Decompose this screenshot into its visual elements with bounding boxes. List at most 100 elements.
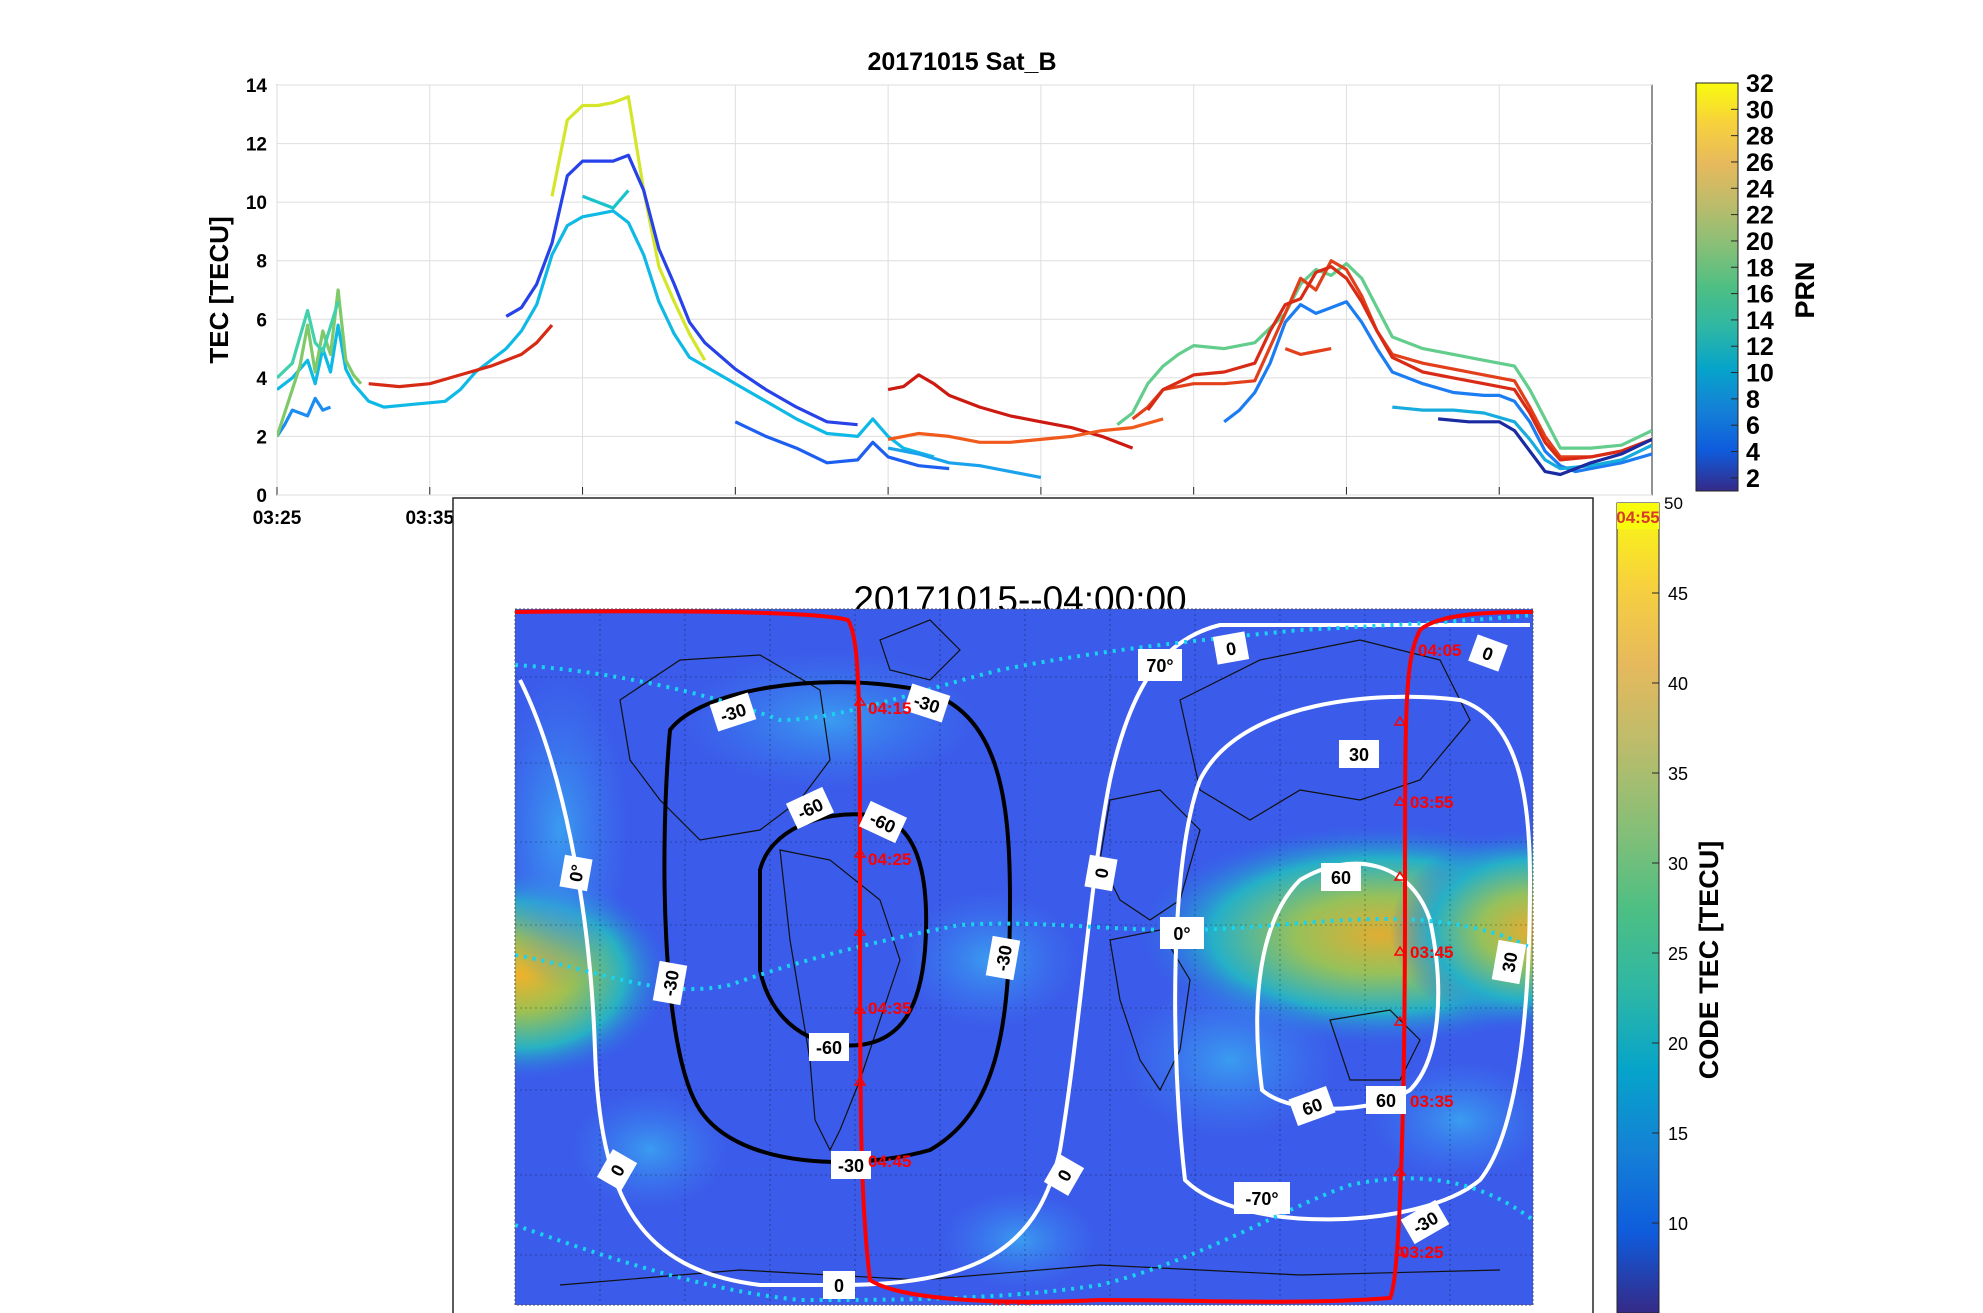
svg-text:04:05: 04:05 [1418,641,1461,660]
series-line-prn-29 [550,95,707,362]
svg-text:0°: 0° [566,863,589,883]
prn-tick-label: 28 [1746,123,1774,151]
prn-tick-label: 8 [1746,386,1760,414]
svg-text:0: 0 [834,1276,844,1296]
prn-tick-label: 12 [1746,333,1774,361]
prn-tick-label: 30 [1746,96,1774,124]
svg-text:0: 0 [1225,638,1238,659]
series-line-prn-22 [277,288,363,437]
satellite-track [515,609,1533,1304]
svg-text:60: 60 [1376,1091,1396,1111]
prn-tick-label: 26 [1746,149,1774,177]
y-tick-label: 0 [256,486,267,507]
prn-colorbar [1695,82,1739,492]
tec-tick-label: 30 [1668,854,1688,874]
series-line-prn-1 [887,417,1164,444]
series-line-prn-5 [505,153,858,427]
map-border [514,608,1534,1306]
tec-colorbar [1616,502,1660,1313]
tec-timeseries-chart: 20171015 Sat_B 03:2503:3503:4503:5504:05… [204,48,1820,529]
series-lines [277,95,1652,479]
prn-tick-label: 32 [1746,70,1774,98]
y-tick-label: 4 [256,369,267,390]
series-line-prn-1 [887,373,1134,450]
tec-tick-label: 20 [1668,1034,1688,1054]
track-time-labels: 04:05 04:15 04:25 04:35 04:45 04:55 03:2… [868,641,1461,1313]
prn-tick-label: 24 [1746,175,1774,203]
tec-tick-label: 40 [1668,674,1688,694]
prn-tick-label: 6 [1746,412,1760,440]
series-line-prn-10 [277,396,332,438]
svg-text:70°: 70° [1146,656,1173,676]
prn-tick-label: 14 [1746,307,1774,335]
tec-tick-label: 10 [1668,1214,1688,1234]
plot-area [276,84,1653,496]
prn-tick-label: 4 [1746,439,1760,467]
svg-text:04:35: 04:35 [868,999,911,1018]
y-tick-label: 12 [246,135,267,156]
tec-tick-label: 45 [1668,584,1688,604]
svg-text:03:55: 03:55 [1410,793,1453,812]
y-tick-label: 14 [246,76,268,97]
tec-tick-label: 25 [1668,944,1688,964]
tec-colorbar-label: CODE TEC [TECU] [1694,841,1724,1080]
graticule [515,609,1533,1305]
svg-text:30: 30 [1498,951,1521,974]
series-line-prn-16 [582,189,630,210]
svg-text:03:35: 03:35 [1410,1092,1453,1111]
tec-colorbar-marker-label: 04:55 [1616,508,1659,527]
tec-tick-label: 35 [1668,764,1688,784]
svg-text:-70°: -70° [1245,1189,1278,1209]
series-line-prn-13 [1392,405,1652,471]
prn-tick-label: 16 [1746,281,1774,309]
series-line-prn-19 [277,301,340,380]
x-tick-label: 03:35 [405,508,454,529]
series-line-prn-1 [368,324,554,389]
y-tick-label: 10 [246,193,267,214]
svg-text:04:45: 04:45 [868,1152,911,1171]
prn-tick-label: 18 [1746,254,1774,282]
svg-text:-30: -30 [992,944,1016,973]
svg-text:0: 0 [1091,867,1112,880]
svg-text:03:25: 03:25 [1400,1243,1443,1262]
svg-text:30: 30 [1349,745,1369,765]
y-tick-label: 2 [256,427,267,448]
svg-text:04:15: 04:15 [868,699,911,718]
tec-heatmap: -30 -30 70° 0 0 -60 -60 0° 0 30 60 0° -3… [515,609,1533,1313]
svg-text:04:55: 04:55 [992,1298,1035,1313]
tec-tick-label: 15 [1668,1124,1688,1144]
y-tick-label: 8 [256,252,267,273]
prn-tick-label: 20 [1746,228,1774,256]
prn-tick-label: 2 [1746,465,1760,493]
series-line-prn-21 [1116,262,1652,450]
grid [276,84,1652,496]
y-tick-labels: 0 2 4 6 8 10 12 14 [246,76,268,507]
svg-text:60: 60 [1331,868,1351,888]
svg-text:03:45: 03:45 [1410,943,1453,962]
x-tick-label: 03:25 [253,508,302,529]
series-line-prn-12 [277,209,935,459]
contour-labels: -30 -30 70° 0 0 -60 -60 0° 0 30 60 0° -3… [559,631,1527,1299]
y-axis-label: TEC [TECU] [204,216,234,363]
prn-tick-label: 10 [1746,360,1774,388]
chart-title: 20171015 Sat_B [867,48,1056,76]
series-line-prn-1 [1146,265,1652,462]
y-tick-label: 6 [256,310,267,331]
svg-text:0°: 0° [1173,924,1190,944]
series-line-prn-9 [1223,300,1652,474]
tec-map-panel: 20171015--04:00:00 [452,494,1724,1313]
svg-text:-30: -30 [659,969,683,998]
series-line-prn-7 [734,420,950,471]
tec-colorbar-marker [1617,503,1659,529]
series-line-prn-11 [887,446,1042,479]
svg-text:04:25: 04:25 [868,850,911,869]
prn-colorbar-label: PRN [1790,261,1820,318]
prn-tick-label: 22 [1746,202,1774,230]
tec-colorbar-top-label: 50 [1664,494,1683,513]
series-line-prn-1 [1284,347,1332,356]
svg-text:-60: -60 [816,1038,842,1058]
series-line-prn-1 [1437,417,1652,477]
cyan-dotted-lines [515,613,1533,1303]
